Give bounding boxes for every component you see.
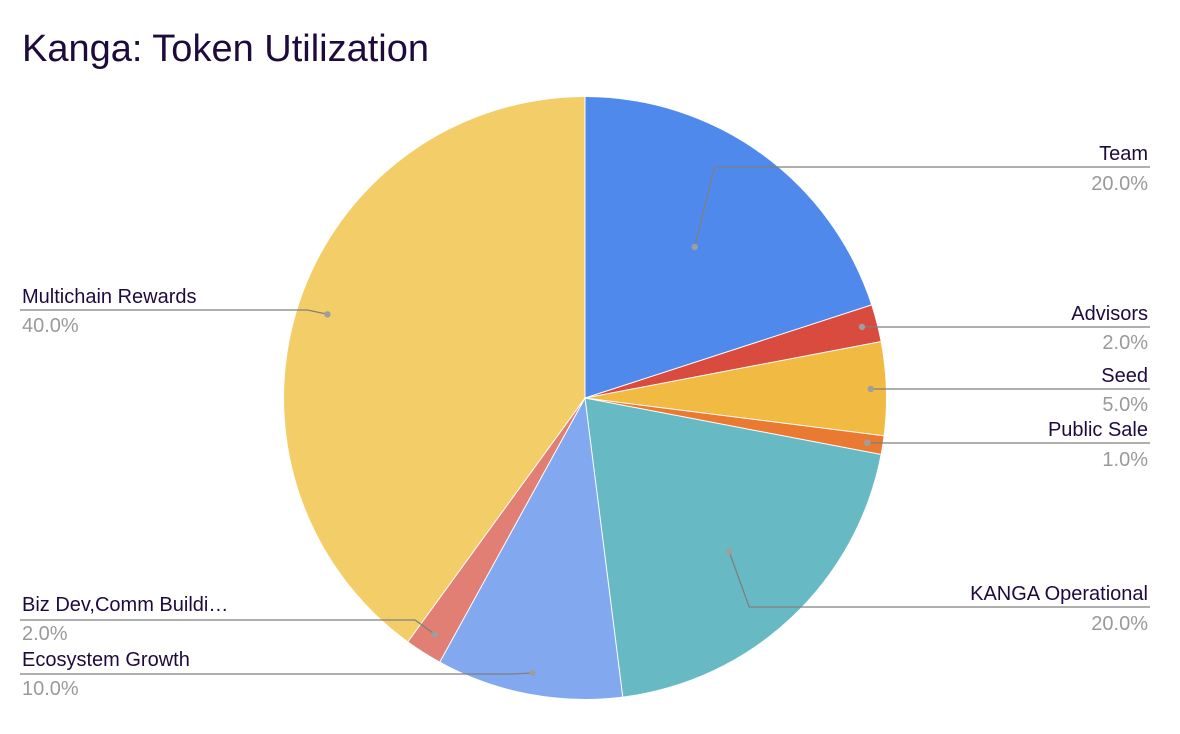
slice-label-public-sale: Public Sale — [1048, 419, 1148, 441]
slice-label-advisors: Advisors — [1071, 303, 1148, 325]
pie-slice-seed — [585, 341, 887, 436]
pie-slice-multichain-rewards — [284, 97, 585, 642]
slice-separator — [584, 397, 624, 697]
leader-dot-team — [691, 243, 698, 251]
slice-separator — [584, 397, 881, 455]
slice-separator — [584, 341, 881, 399]
leader-line-multichain-rewards — [20, 309, 328, 315]
slice-percent-biz-dev-comm-buildi: 2.0% — [22, 623, 68, 645]
slice-separator — [439, 397, 586, 663]
slice-label-team: Team — [1099, 143, 1148, 165]
pie-slice-kanga-operational — [585, 398, 881, 697]
slice-separator — [407, 397, 586, 642]
slice-label-biz-dev-comm-buildi: Biz Dev,Comm Buildi… — [22, 594, 228, 616]
leader-line-biz-dev-comm-buildi — [20, 619, 436, 635]
slice-percent-public-sale: 1.0% — [1102, 449, 1148, 471]
slice-separator — [584, 304, 872, 399]
leader-dot-seed — [867, 385, 874, 393]
slice-label-seed: Seed — [1101, 365, 1148, 387]
pie-slice-team — [585, 96, 872, 398]
leader-dot-kanga-operational — [726, 548, 733, 555]
leader-line-kanga-operational — [728, 551, 1150, 608]
slice-percent-team: 20.0% — [1091, 173, 1148, 195]
slice-percent-advisors: 2.0% — [1102, 332, 1148, 354]
leader-dot-multichain-rewards — [324, 311, 331, 318]
pie-slice-advisors — [585, 304, 881, 398]
chart-title: Kanga: Token Utilization — [22, 28, 429, 70]
slice-label-multichain-rewards: Multichain Rewards — [22, 286, 197, 308]
slice-percent-ecosystem-growth: 10.0% — [22, 678, 79, 700]
leader-dot-public-sale — [864, 439, 871, 446]
leader-dot-biz-dev-comm-buildi — [431, 631, 439, 638]
leader-line-team — [694, 166, 1150, 248]
leader-dot-ecosystem-growth — [529, 669, 536, 677]
slice-label-ecosystem-growth: Ecosystem Growth — [22, 649, 190, 671]
slice-percent-kanga-operational: 20.0% — [1091, 613, 1148, 635]
pie-slice-biz-dev-comm-buildi — [408, 398, 585, 662]
slice-separator — [584, 397, 884, 437]
leader-dot-advisors — [858, 323, 866, 331]
slice-label-kanga-operational: KANGA Operational — [970, 583, 1148, 605]
leader-line-ecosystem-growth — [20, 672, 533, 675]
slice-percent-multichain-rewards: 40.0% — [22, 315, 79, 337]
slice-percent-seed: 5.0% — [1102, 394, 1148, 416]
pie-slice-ecosystem-growth — [439, 398, 623, 700]
